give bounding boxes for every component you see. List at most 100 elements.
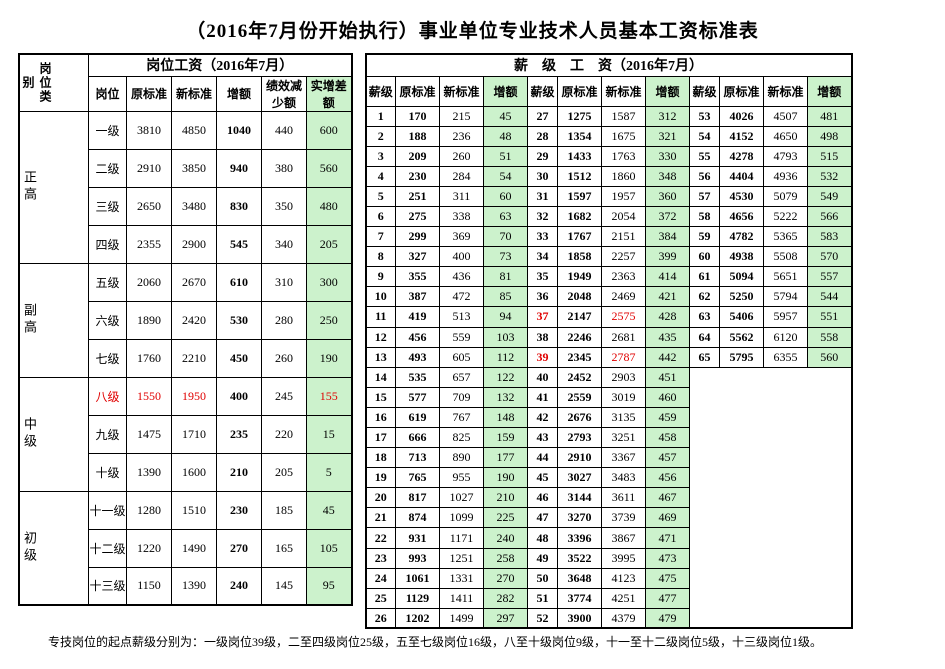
old-cell: 1220 — [127, 529, 172, 567]
net-cell: 480 — [307, 187, 352, 225]
lvl-cell: 10 — [366, 287, 396, 307]
new-cell: 284 — [440, 166, 484, 186]
empty-cell — [720, 387, 764, 407]
grade-cell: 四级 — [89, 225, 127, 263]
level-row: 83274007334185822573996049385508570 — [366, 247, 852, 267]
lvl-cell: 23 — [366, 548, 396, 568]
new-cell: 890 — [440, 448, 484, 468]
lvl-cell: 60 — [690, 247, 720, 267]
empty-cell — [690, 488, 720, 508]
old-cell: 5094 — [720, 267, 764, 287]
lvl-cell: 47 — [528, 508, 558, 528]
net-cell: 45 — [307, 491, 352, 529]
empty-cell — [808, 588, 852, 608]
lvl-cell: 22 — [366, 528, 396, 548]
new-cell: 2670 — [172, 263, 217, 301]
lvl-cell: 11 — [366, 307, 396, 327]
new-cell: 1950 — [172, 377, 217, 415]
empty-cell — [690, 367, 720, 387]
inc-cell: 830 — [217, 187, 262, 225]
rh-lvl-a: 薪级 — [366, 76, 396, 106]
new-cell: 311 — [440, 186, 484, 206]
old-cell: 1275 — [558, 106, 602, 126]
inc-cell: 473 — [646, 548, 690, 568]
new-cell: 5651 — [764, 267, 808, 287]
old-cell: 1760 — [127, 339, 172, 377]
net-cell: 5 — [307, 453, 352, 491]
post-salary-table: 岗位类别 岗位工资（2016年7月） 岗位 原标准 新标准 增额 绩效减少额 实… — [18, 53, 353, 606]
dec-cell: 205 — [262, 453, 307, 491]
lvl-cell: 35 — [528, 267, 558, 287]
new-cell: 3850 — [172, 149, 217, 187]
h-grade: 岗位 — [89, 76, 127, 111]
new-cell: 5794 — [764, 287, 808, 307]
lvl-cell: 53 — [690, 106, 720, 126]
lvl-cell: 18 — [366, 448, 396, 468]
lvl-cell: 54 — [690, 126, 720, 146]
empty-cell — [720, 488, 764, 508]
empty-cell — [808, 508, 852, 528]
lvl-cell: 62 — [690, 287, 720, 307]
old-cell: 3648 — [558, 568, 602, 588]
old-cell: 4530 — [720, 186, 764, 206]
inc-cell: 51 — [484, 146, 528, 166]
new-cell: 369 — [440, 227, 484, 247]
inc-cell: 258 — [484, 548, 528, 568]
dec-cell: 245 — [262, 377, 307, 415]
inc-cell: 545 — [217, 225, 262, 263]
old-cell: 2452 — [558, 367, 602, 387]
lvl-cell: 32 — [528, 206, 558, 226]
inc-cell: 442 — [646, 347, 690, 367]
inc-cell: 940 — [217, 149, 262, 187]
old-cell: 355 — [396, 267, 440, 287]
old-cell: 1512 — [558, 166, 602, 186]
inc-cell: 557 — [808, 267, 852, 287]
grade-cell: 一级 — [89, 111, 127, 149]
dec-cell: 280 — [262, 301, 307, 339]
new-cell: 955 — [440, 468, 484, 488]
new-cell: 1390 — [172, 567, 217, 605]
inc-cell: 566 — [808, 206, 852, 226]
new-cell: 1587 — [602, 106, 646, 126]
old-cell: 2355 — [127, 225, 172, 263]
lvl-cell: 27 — [528, 106, 558, 126]
new-cell: 338 — [440, 206, 484, 226]
lvl-cell: 1 — [366, 106, 396, 126]
new-cell: 436 — [440, 267, 484, 287]
old-cell: 1890 — [127, 301, 172, 339]
lvl-cell: 49 — [528, 548, 558, 568]
old-cell: 619 — [396, 407, 440, 427]
empty-cell — [720, 508, 764, 528]
lvl-cell: 48 — [528, 528, 558, 548]
h-net: 实增差额 — [307, 76, 352, 111]
net-cell: 155 — [307, 377, 352, 415]
old-cell: 188 — [396, 126, 440, 146]
lvl-cell: 43 — [528, 428, 558, 448]
old-cell: 3270 — [558, 508, 602, 528]
old-cell: 1280 — [127, 491, 172, 529]
post-row: 正高一级381048501040440600 — [19, 111, 352, 149]
category-cell: 中级 — [19, 377, 89, 491]
lvl-cell: 36 — [528, 287, 558, 307]
lvl-cell: 44 — [528, 448, 558, 468]
lvl-cell: 42 — [528, 407, 558, 427]
new-cell: 3995 — [602, 548, 646, 568]
new-cell: 3611 — [602, 488, 646, 508]
old-cell: 2060 — [127, 263, 172, 301]
new-cell: 605 — [440, 347, 484, 367]
dec-cell: 310 — [262, 263, 307, 301]
inc-cell: 471 — [646, 528, 690, 548]
new-cell: 3867 — [602, 528, 646, 548]
inc-cell: 210 — [217, 453, 262, 491]
post-row: 初级十一级1280151023018545 — [19, 491, 352, 529]
old-cell: 1390 — [127, 453, 172, 491]
inc-cell: 399 — [646, 247, 690, 267]
empty-cell — [720, 588, 764, 608]
new-cell: 260 — [440, 146, 484, 166]
rh-lvl-c: 薪级 — [690, 76, 720, 106]
empty-cell — [690, 428, 720, 448]
empty-cell — [690, 387, 720, 407]
old-cell: 170 — [396, 106, 440, 126]
category-cell: 副高 — [19, 263, 89, 377]
old-cell: 817 — [396, 488, 440, 508]
